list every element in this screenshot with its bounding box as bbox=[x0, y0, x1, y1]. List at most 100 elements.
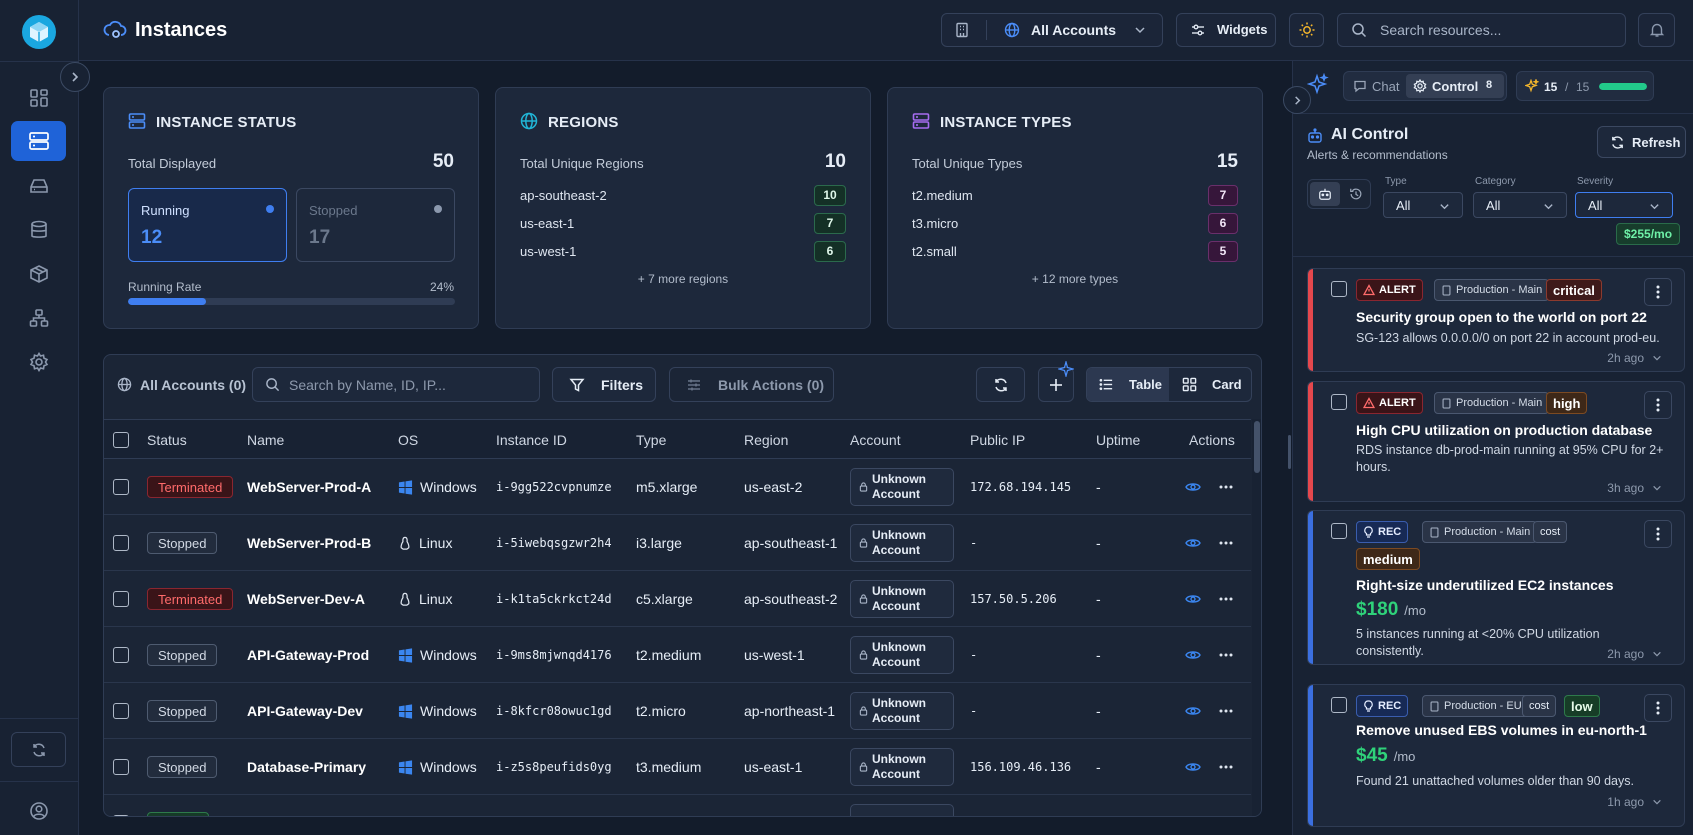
column-account[interactable]: Account bbox=[850, 432, 901, 448]
column-uptime[interactable]: Uptime bbox=[1096, 432, 1141, 448]
refresh-table-button[interactable] bbox=[976, 367, 1025, 402]
column-instance-id[interactable]: Instance ID bbox=[496, 432, 567, 448]
sidebar-toggle-button[interactable] bbox=[60, 62, 90, 92]
severity-filter-select[interactable]: All bbox=[1575, 192, 1673, 218]
view-button[interactable] bbox=[1185, 459, 1201, 515]
item-checkbox[interactable] bbox=[1331, 394, 1347, 410]
card-view-button[interactable]: Card bbox=[1170, 368, 1251, 401]
view-button[interactable] bbox=[1185, 627, 1201, 683]
nav-storage[interactable] bbox=[11, 166, 66, 206]
table-view-button[interactable]: Table bbox=[1087, 368, 1169, 401]
app-logo-icon[interactable] bbox=[21, 14, 57, 50]
row-menu-button[interactable] bbox=[1219, 459, 1233, 515]
recommendation-card[interactable]: REC Production - EU cost low Remove unus… bbox=[1307, 684, 1685, 827]
panel-collapse-button[interactable] bbox=[1283, 86, 1311, 114]
table-scrollbar-thumb[interactable] bbox=[1254, 421, 1260, 473]
stopped-filter-card[interactable]: Stopped 17 bbox=[296, 188, 455, 262]
column-public-ip[interactable]: Public IP bbox=[970, 432, 1026, 448]
view-button[interactable] bbox=[1185, 683, 1201, 739]
item-menu-button[interactable] bbox=[1644, 694, 1672, 722]
table-row[interactable]: Stopped API-Gateway-Prod Windows i-9ms8mjwn… bbox=[104, 627, 1251, 683]
view-button[interactable] bbox=[1185, 739, 1201, 795]
alert-card[interactable]: ALERT Production - Main critical Securit… bbox=[1307, 268, 1685, 372]
type-row[interactable]: t3.micro 6 bbox=[912, 212, 1238, 234]
item-checkbox[interactable] bbox=[1331, 697, 1347, 713]
account-cell[interactable]: Unknown Account bbox=[850, 748, 954, 786]
account-cell[interactable]: Unknown Account bbox=[850, 636, 954, 674]
bulk-actions-button[interactable]: Bulk Actions (0) bbox=[669, 367, 834, 402]
alert-card[interactable]: ALERT Production - Main high High CPU ut… bbox=[1307, 381, 1685, 502]
instance-name[interactable]: WebServer-Dev-A bbox=[247, 591, 366, 607]
row-menu-button[interactable] bbox=[1219, 627, 1233, 683]
notifications-button[interactable] bbox=[1638, 13, 1675, 47]
region-row[interactable]: ap-southeast-2 10 bbox=[520, 184, 846, 206]
panel-resize-handle[interactable] bbox=[1288, 435, 1291, 469]
column-status[interactable]: Status bbox=[147, 432, 187, 448]
row-checkbox[interactable] bbox=[113, 535, 129, 551]
tab-control[interactable]: Control 8 bbox=[1406, 74, 1504, 98]
filters-button[interactable]: Filters bbox=[552, 367, 656, 402]
row-checkbox[interactable] bbox=[113, 479, 129, 495]
widgets-button[interactable]: Widgets bbox=[1176, 13, 1276, 47]
account-cell[interactable]: Unknown Account bbox=[850, 692, 954, 730]
table-row[interactable]: Terminated WebServer-Prod-A Windows i-9gg52… bbox=[104, 459, 1251, 515]
region-row[interactable]: us-west-1 6 bbox=[520, 240, 846, 262]
accounts-filter-label[interactable]: All Accounts (0) bbox=[140, 377, 247, 393]
instance-name[interactable]: WebServer-Prod-A bbox=[247, 479, 372, 495]
instance-name[interactable]: WebServer-Prod-B bbox=[247, 535, 372, 551]
table-search-input[interactable]: Search by Name, ID, IP... bbox=[252, 367, 540, 402]
add-instance-button[interactable] bbox=[1038, 367, 1074, 402]
item-checkbox[interactable] bbox=[1331, 281, 1347, 297]
account-selector[interactable]: All Accounts bbox=[941, 13, 1163, 47]
view-button[interactable] bbox=[1185, 515, 1201, 571]
account-cell[interactable]: Unknown Account bbox=[850, 524, 954, 562]
select-all-checkbox[interactable] bbox=[113, 432, 129, 448]
instance-name[interactable]: API-Gateway-Prod bbox=[247, 647, 370, 663]
type-row[interactable]: t2.small 5 bbox=[912, 240, 1238, 262]
more-regions-link[interactable]: + 7 more regions bbox=[637, 272, 729, 286]
account-cell[interactable]: Unknown bbox=[850, 804, 954, 816]
row-checkbox[interactable] bbox=[113, 703, 129, 719]
region-row[interactable]: us-east-1 7 bbox=[520, 212, 846, 234]
instance-name[interactable]: Database-Primary bbox=[247, 759, 367, 775]
history-mode-button[interactable] bbox=[1342, 182, 1370, 206]
table-row[interactable]: Terminated WebServer-Dev-A Linux i-k1ta5ckr… bbox=[104, 571, 1251, 627]
column-region[interactable]: Region bbox=[744, 432, 789, 448]
refresh-button[interactable]: Refresh bbox=[1597, 126, 1686, 158]
theme-toggle-button[interactable] bbox=[1289, 13, 1324, 47]
nav-dashboard[interactable] bbox=[11, 78, 66, 118]
account-cell[interactable]: Unknown Account bbox=[850, 580, 954, 618]
row-menu-button[interactable] bbox=[1219, 683, 1233, 739]
item-checkbox[interactable] bbox=[1331, 523, 1347, 539]
user-profile-button[interactable] bbox=[29, 801, 49, 821]
row-checkbox[interactable] bbox=[113, 815, 129, 816]
row-menu-button[interactable] bbox=[1219, 571, 1233, 627]
nav-instances[interactable] bbox=[11, 121, 66, 161]
row-checkbox[interactable] bbox=[113, 647, 129, 663]
row-menu-button[interactable] bbox=[1219, 739, 1233, 795]
table-scrollbar[interactable] bbox=[1252, 419, 1261, 816]
tab-chat[interactable]: Chat bbox=[1346, 74, 1404, 98]
nav-packages[interactable] bbox=[11, 254, 66, 294]
item-menu-button[interactable] bbox=[1644, 391, 1672, 419]
row-checkbox[interactable] bbox=[113, 591, 129, 607]
running-filter-card[interactable]: Running 12 bbox=[128, 188, 287, 262]
view-button[interactable] bbox=[1185, 571, 1201, 627]
nav-settings[interactable] bbox=[11, 342, 66, 382]
row-checkbox[interactable] bbox=[113, 759, 129, 775]
category-filter-select[interactable]: All bbox=[1473, 192, 1567, 218]
recommendation-card[interactable]: REC Production - Main cost medium Right-… bbox=[1307, 510, 1685, 665]
table-row[interactable]: Linux ap-southeast- Unknown bbox=[104, 795, 1251, 816]
account-cell[interactable]: Unknown Account bbox=[850, 468, 954, 506]
sync-button[interactable] bbox=[11, 732, 66, 767]
more-types-link[interactable]: + 12 more types bbox=[1031, 272, 1119, 286]
table-row[interactable]: Stopped Database-Primary Windows i-z5s8peuf… bbox=[104, 739, 1251, 795]
row-menu-button[interactable] bbox=[1219, 515, 1233, 571]
type-row[interactable]: t2.medium 7 bbox=[912, 184, 1238, 206]
column-name[interactable]: Name bbox=[247, 432, 285, 448]
global-search[interactable]: Search resources... bbox=[1337, 13, 1626, 47]
type-filter-select[interactable]: All bbox=[1383, 192, 1463, 218]
column-type[interactable]: Type bbox=[636, 432, 667, 448]
item-menu-button[interactable] bbox=[1644, 278, 1672, 306]
nav-database[interactable] bbox=[11, 210, 66, 250]
